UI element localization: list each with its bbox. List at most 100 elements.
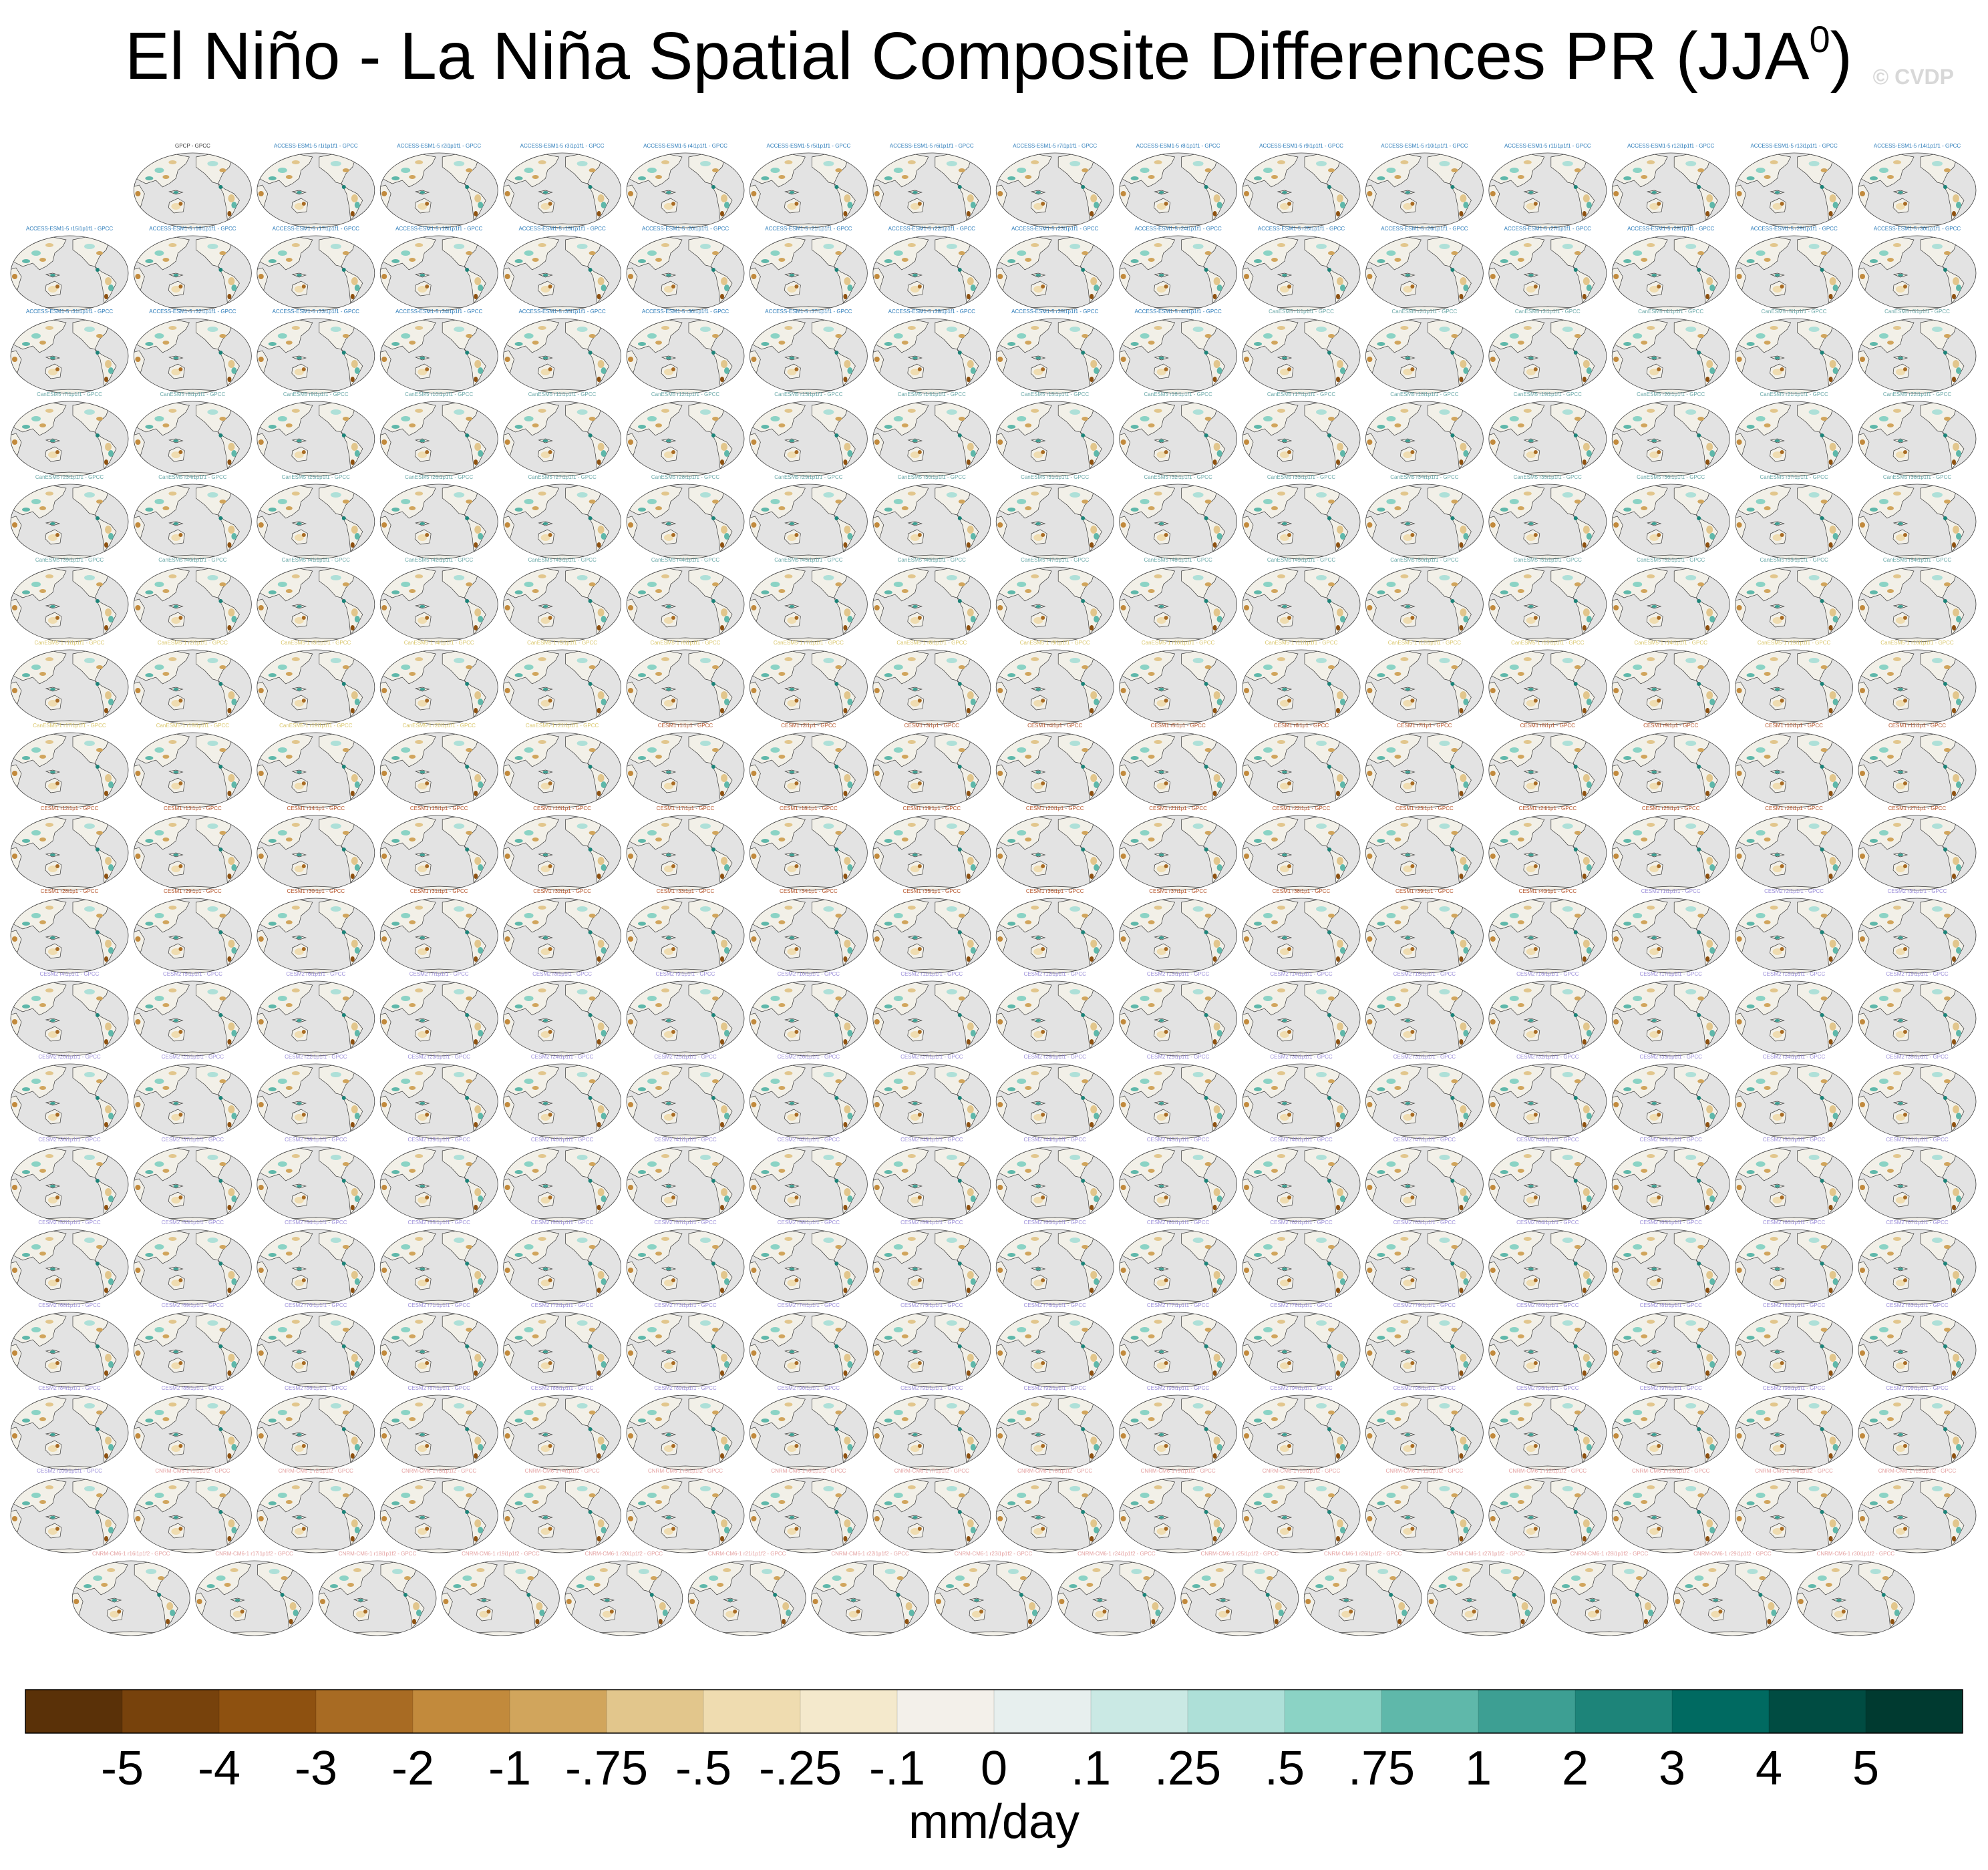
panel-title: CanESM5 r8i1p1f1 - GPCC bbox=[160, 391, 225, 397]
map-panel: CESM2 r19i1p1f1 - GPCC bbox=[1857, 971, 1976, 1057]
map-panel: CESM2 r59i1p1f1 - GPCC bbox=[872, 1220, 991, 1306]
map-panel: CNRM-CM6-1 r25i1p1f2 - GPCC bbox=[1180, 1551, 1299, 1637]
panel-title: ACCESS-ESM1-5 r12i1p1f1 - GPCC bbox=[1627, 143, 1714, 149]
panel-title: ACCESS-ESM1-5 r34i1p1f1 - GPCC bbox=[395, 309, 482, 315]
globe-map bbox=[379, 1312, 498, 1388]
map-panel: CNRM-CM6-1 r14i1p1f2 - GPCC bbox=[1734, 1468, 1853, 1554]
panel-title: CESM1 r19i1p1 - GPCC bbox=[902, 805, 961, 811]
panel-title: CESM2 r88i1p1f1 - GPCC bbox=[531, 1385, 594, 1391]
globe-map bbox=[256, 1147, 375, 1223]
panel-title: CESM1 r4i1p1 - GPCC bbox=[1027, 723, 1082, 729]
map-panel: CESM1 r25i1p1 - GPCC bbox=[1611, 805, 1729, 892]
globe-map bbox=[9, 650, 128, 726]
map-panel: CanESM5 r33i1p1f1 - GPCC bbox=[1241, 474, 1360, 560]
panel-title: CanESM5-1 r5i1p1f1 - GPCC bbox=[527, 640, 597, 646]
globe-map bbox=[379, 567, 498, 643]
panel-title: CESM2 r34i1p1f1 - GPCC bbox=[1763, 1054, 1826, 1060]
panel-title: CanESM5-1 r8i1p1f1 - GPCC bbox=[896, 640, 967, 646]
map-panel: CESM2 r39i1p1f1 - GPCC bbox=[379, 1137, 498, 1223]
globe-map bbox=[1672, 1561, 1791, 1637]
panel-title: CESM2 r29i1p1f1 - GPCC bbox=[1147, 1054, 1210, 1060]
panel-title: CESM2 r51i1p1f1 - GPCC bbox=[1886, 1137, 1949, 1143]
panel-title: CESM2 r21i1p1f1 - GPCC bbox=[162, 1054, 224, 1060]
globe-map bbox=[502, 1064, 621, 1140]
map-panel: CanESM5 r10i1p1f1 - GPCC bbox=[379, 391, 498, 478]
globe-map bbox=[1118, 484, 1237, 560]
globe-map bbox=[1857, 1147, 1976, 1223]
map-panel: CESM1 r5i1p1 - GPCC bbox=[1118, 723, 1237, 809]
panel-title: ACCESS-ESM1-5 r31i1p1f1 - GPCC bbox=[26, 309, 113, 315]
map-panel: CESM1 r32i1p1 - GPCC bbox=[502, 888, 621, 974]
globe-map bbox=[194, 1561, 313, 1637]
map-panel: CNRM-CM6-1 r2i1p1f2 - GPCC bbox=[256, 1468, 375, 1554]
colorbar-label: .1 bbox=[1071, 1742, 1111, 1795]
panel-title: CESM2 r59i1p1f1 - GPCC bbox=[900, 1220, 963, 1226]
colorbar-label: -.25 bbox=[759, 1742, 842, 1795]
color-box bbox=[316, 1690, 413, 1733]
panel-title: ACCESS-ESM1-5 r21i1p1f1 - GPCC bbox=[765, 226, 852, 232]
map-panel: ACCESS-ESM1-5 r2i1p1f1 - GPCC bbox=[379, 143, 498, 229]
globe-map bbox=[1488, 1312, 1607, 1388]
map-panel: CanESM5 r11i1p1f1 - GPCC bbox=[502, 391, 621, 478]
map-panel: CanESM5 r4i1p1f1 - GPCC bbox=[1611, 309, 1729, 395]
map-panel: CanESM5-1 r10i1p1f1 - GPCC bbox=[1118, 640, 1237, 726]
globe-map bbox=[1118, 567, 1237, 643]
globe-map bbox=[872, 1395, 991, 1471]
map-panel: CanESM5 r7i1p1f1 - GPCC bbox=[9, 391, 128, 478]
panel-title: CNRM-CM6-1 r1i1p1f2 - GPCC bbox=[155, 1468, 230, 1474]
map-panel: ACCESS-ESM1-5 r7i1p1f1 - GPCC bbox=[995, 143, 1114, 229]
map-panel: CESM1 r12i1p1 - GPCC bbox=[9, 805, 128, 892]
globe-map bbox=[1118, 1478, 1237, 1554]
globe-map bbox=[256, 1478, 375, 1554]
globe-map bbox=[1734, 1064, 1853, 1140]
panel-title: CNRM-CM6-1 r24i1p1f2 - GPCC bbox=[1078, 1551, 1156, 1557]
globe-map bbox=[1488, 650, 1607, 726]
panel-title: CanESM5 r42i1p1f1 - GPCC bbox=[405, 557, 473, 563]
globe-map bbox=[379, 401, 498, 478]
panel-title: CanESM5 r29i1p1f1 - GPCC bbox=[774, 474, 842, 480]
map-panel: CESM2 r25i1p1f1 - GPCC bbox=[625, 1054, 744, 1140]
panel-title: CanESM5 r25i1p1f1 - GPCC bbox=[282, 474, 350, 480]
map-panel: CESM2 r67i1p1f1 - GPCC bbox=[1857, 1220, 1976, 1306]
panel-title: CanESM5 r16i1p1f1 - GPCC bbox=[1144, 391, 1212, 397]
color-box bbox=[800, 1690, 898, 1733]
map-panel: CESM2 r57i1p1f1 - GPCC bbox=[625, 1220, 744, 1306]
globe-map bbox=[872, 650, 991, 726]
globe-map bbox=[379, 1230, 498, 1306]
globe-map bbox=[1734, 733, 1853, 809]
color-box bbox=[1575, 1690, 1673, 1733]
panel-title: CNRM-CM6-1 r25i1p1f2 - GPCC bbox=[1201, 1551, 1279, 1557]
map-panel: CESM2 r30i1p1f1 - GPCC bbox=[1241, 1054, 1360, 1140]
panel-title: CanESM5 r51i1p1f1 - GPCC bbox=[1514, 557, 1582, 563]
map-panel: ACCESS-ESM1-5 r17i1p1f1 - GPCC bbox=[256, 226, 375, 312]
globe-map bbox=[132, 1312, 251, 1388]
map-panel: CESM2 r27i1p1f1 - GPCC bbox=[872, 1054, 991, 1140]
panel-title: CESM2 r58i1p1f1 - GPCC bbox=[778, 1220, 840, 1226]
panel-title: CNRM-CM6-1 r11i1p1f2 - GPCC bbox=[1385, 1468, 1463, 1474]
map-panel: CESM2 r48i1p1f1 - GPCC bbox=[1488, 1137, 1607, 1223]
globe-map bbox=[379, 733, 498, 809]
globe-map bbox=[1118, 650, 1237, 726]
map-panel: ACCESS-ESM1-5 r16i1p1f1 - GPCC bbox=[132, 226, 251, 312]
map-panel: ACCESS-ESM1-5 r15i1p1f1 - GPCC bbox=[9, 226, 128, 312]
globe-map bbox=[1734, 401, 1853, 478]
map-panel: CESM2 r85i1p1f1 - GPCC bbox=[132, 1385, 251, 1471]
map-panel: CESM2 r41i1p1f1 - GPCC bbox=[625, 1137, 744, 1223]
panel-title: CESM2 r26i1p1f1 - GPCC bbox=[778, 1054, 840, 1060]
map-panel: CanESM5 r42i1p1f1 - GPCC bbox=[379, 557, 498, 643]
panel-title: ACCESS-ESM1-5 r10i1p1f1 - GPCC bbox=[1381, 143, 1468, 149]
map-panel: CanESM5-1 r13i1p1f1 - GPCC bbox=[1488, 640, 1607, 726]
map-panel: CanESM5 r29i1p1f1 - GPCC bbox=[748, 474, 867, 560]
globe-map bbox=[1364, 153, 1483, 229]
panel-title: CESM2 r74i1p1f1 - GPCC bbox=[778, 1302, 840, 1308]
panel-title: ACCESS-ESM1-5 r9i1p1f1 - GPCC bbox=[1259, 143, 1343, 149]
globe-map bbox=[256, 236, 375, 312]
globe-map bbox=[995, 319, 1114, 395]
panel-title: CanESM5 r7i1p1f1 - GPCC bbox=[37, 391, 102, 397]
globe-map bbox=[132, 1064, 251, 1140]
map-panel: CanESM5-1 r14i1p1f1 - GPCC bbox=[1611, 640, 1729, 726]
globe-map bbox=[1364, 319, 1483, 395]
panel-title: CESM2 r92i1p1f1 - GPCC bbox=[1024, 1385, 1087, 1391]
globe-map bbox=[1364, 733, 1483, 809]
globe-map bbox=[1611, 815, 1729, 892]
